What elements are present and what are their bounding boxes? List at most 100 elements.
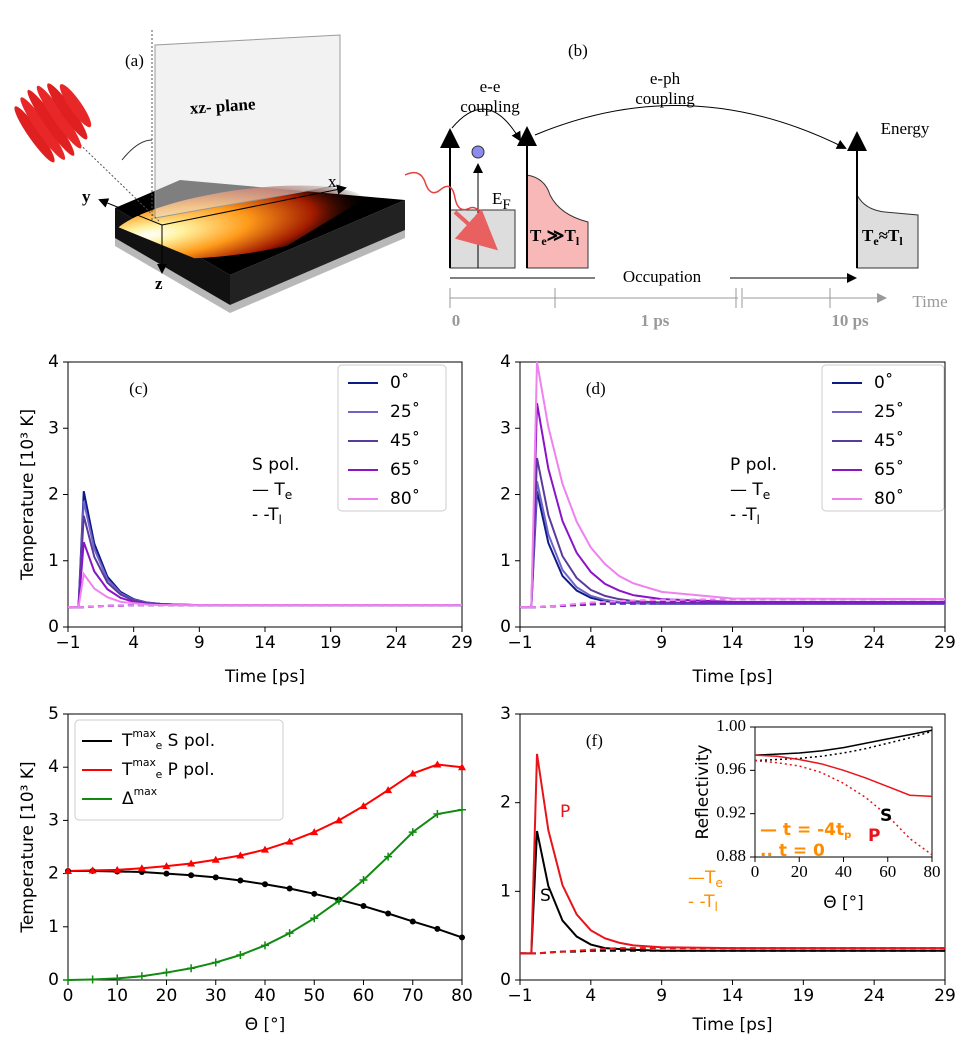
eph-label: coupling <box>635 89 695 108</box>
ee-label: e-e <box>480 77 501 96</box>
annotation: P pol. <box>730 455 777 475</box>
y-tick-label: 0.88 <box>716 846 746 865</box>
electron <box>472 146 484 158</box>
x-tick-label: 4 <box>585 633 596 653</box>
y-tick-label: 3 <box>48 810 59 830</box>
x-tick-label: 9 <box>656 633 667 653</box>
y-tick-label: 0.92 <box>716 803 746 822</box>
text: S pol. <box>162 731 215 751</box>
x-tick-label: 29 <box>934 633 956 653</box>
time-tick-label: 10 ps <box>831 311 869 330</box>
text: — T <box>730 480 763 500</box>
y-tick-label: 2 <box>500 485 511 505</box>
eph-label: e-ph <box>650 69 681 88</box>
x-tick-label: 20 <box>156 986 178 1006</box>
legend-label: 80˚ <box>874 488 904 509</box>
x-axis-label: Θ [°] <box>245 1015 286 1035</box>
text: - -T <box>730 505 757 525</box>
x-tick-label: 24 <box>863 633 885 653</box>
annotation: P <box>868 826 880 846</box>
text: max <box>134 785 158 798</box>
legend-label: 25˚ <box>390 401 420 422</box>
eph-arrow <box>535 105 845 148</box>
marker <box>361 903 367 909</box>
y-tick-label: 1 <box>48 917 59 937</box>
text: ≈T <box>879 226 900 245</box>
text: max <box>132 727 156 740</box>
y-axis-label: Temperature [10³ K] <box>18 761 38 933</box>
x-tick-label: 10 <box>106 986 128 1006</box>
text: — T <box>252 480 285 500</box>
text: .. t = 0 <box>760 841 825 861</box>
legend-label: 0˚ <box>874 372 893 393</box>
marker <box>188 872 194 878</box>
axis-label: z <box>155 274 163 293</box>
text: E <box>492 189 502 208</box>
annotation: - -Tl <box>730 505 760 527</box>
x-tick-label: 19 <box>793 633 815 653</box>
annotation: P <box>560 802 570 822</box>
x-tick-label: 0 <box>751 862 760 881</box>
x-tick-label: 20 <box>791 862 808 881</box>
x-axis-label: Θ [°] <box>823 893 864 913</box>
marker <box>164 871 170 877</box>
x-tick-label: 4 <box>585 986 596 1006</box>
marker <box>213 874 219 880</box>
x-axis-label: Time [ps] <box>224 667 305 687</box>
text: T <box>121 731 133 751</box>
x-tick-label: 70 <box>402 986 424 1006</box>
x-tick-label: 29 <box>934 986 956 1006</box>
angle-arc <box>122 140 152 160</box>
occupation-label: Occupation <box>623 267 702 286</box>
y-tick-label: 0 <box>500 970 511 990</box>
panel-label: (b) <box>568 41 588 60</box>
laser-pulse <box>7 69 104 170</box>
annotation: - -Tl <box>688 892 718 914</box>
annotation: - -Tl <box>252 505 282 527</box>
text: P pol. <box>162 760 214 780</box>
text: F <box>502 197 510 213</box>
text: —T <box>688 868 716 888</box>
text: e <box>285 488 293 502</box>
y-tick-label: 1 <box>500 551 511 571</box>
legend-label: .. t = 0 <box>760 841 825 861</box>
ee-label: coupling <box>460 97 520 116</box>
marker <box>262 881 268 887</box>
x-tick-label: 60 <box>353 986 375 1006</box>
text: Δ <box>122 789 134 809</box>
text: l <box>279 513 282 527</box>
y-tick-label: 2 <box>48 485 59 505</box>
hot-label: Te≫Tl <box>530 226 580 248</box>
diagram-b: (b) e-e coupling e-ph coupling Energy EF… <box>405 41 948 330</box>
x-tick-label: 14 <box>722 986 744 1006</box>
text: e <box>763 488 771 502</box>
marker <box>287 885 293 891</box>
text: T <box>530 226 542 245</box>
x-tick-label: −1 <box>507 986 532 1006</box>
y-axis-label: Reflectivity <box>693 745 713 840</box>
x-axis-label: Time [ps] <box>692 1015 773 1035</box>
text: T <box>121 760 133 780</box>
x-tick-label: 30 <box>205 986 227 1006</box>
text: l <box>715 900 718 914</box>
x-tick-label: −1 <box>55 633 80 653</box>
legend-label: 25˚ <box>874 401 904 422</box>
legend-label: 65˚ <box>874 459 904 480</box>
y-tick-label: 3 <box>500 704 511 724</box>
y-tick-label: 2 <box>48 864 59 884</box>
x-axis-label: Time [ps] <box>692 667 773 687</box>
legend-label: 45˚ <box>390 430 420 451</box>
axis-label: x <box>328 172 337 191</box>
x-tick-label: 50 <box>303 986 325 1006</box>
x-tick-label: 60 <box>879 862 896 881</box>
y-tick-label: 0 <box>500 617 511 637</box>
y-tick-label: 2 <box>500 793 511 813</box>
x-tick-label: 29 <box>451 633 473 653</box>
text: T <box>862 226 874 245</box>
text: max <box>132 756 156 769</box>
x-tick-label: 24 <box>863 986 885 1006</box>
x-tick-label: 14 <box>254 633 276 653</box>
chart: −1491419242901234(c)Time [ps]Temperature… <box>18 352 473 687</box>
diagram-a: (a) xz- plane x y z <box>7 30 405 313</box>
equilibrium-label: Te≈Tl <box>862 226 903 248</box>
